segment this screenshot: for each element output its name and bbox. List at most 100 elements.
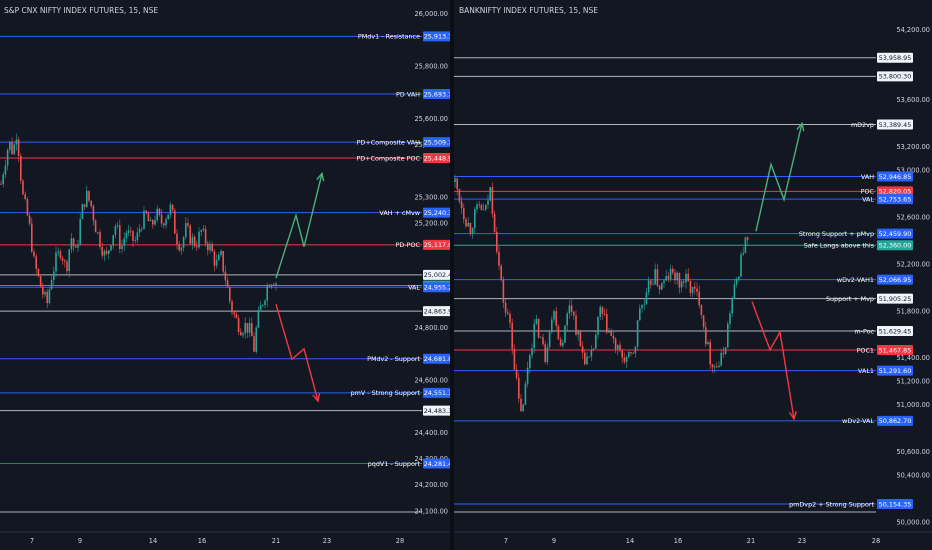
- candle-body: [77, 244, 79, 248]
- candle-body: [610, 331, 612, 336]
- candle-body: [9, 141, 11, 151]
- bullish-projection-arrow[interactable]: [755, 123, 803, 232]
- level-price-tag[interactable]: [423, 31, 457, 42]
- level-price-tag[interactable]: [877, 344, 913, 355]
- level-label: PD VAH: [396, 90, 420, 98]
- candle-body: [207, 243, 209, 251]
- level-price-tag[interactable]: [877, 171, 913, 182]
- bullish-projection-arrow[interactable]: [275, 173, 323, 279]
- candle-body: [169, 204, 172, 215]
- level-price-tag[interactable]: [877, 52, 913, 63]
- candle-body: [28, 215, 31, 224]
- nifty-level-labels: 25,913.70 PMdv1 - Resistance 25,693.70 PD V…: [351, 31, 457, 469]
- time-tick-label: 21: [272, 537, 280, 545]
- candle-body: [603, 313, 606, 315]
- candle-body: [667, 275, 670, 279]
- candle-body: [634, 346, 637, 353]
- banknifty-plot-area[interactable]: [454, 0, 876, 550]
- candle-body: [454, 178, 456, 182]
- time-tick-label: 7: [504, 537, 508, 545]
- banknifty-chart[interactable]: 54,200.00 53,600.00 53,200.00 53,000.00 52,6…: [454, 0, 932, 550]
- banknifty-levels: [454, 57, 876, 513]
- time-tick-label: 21: [747, 537, 755, 545]
- level-price-tag[interactable]: [423, 269, 457, 280]
- candle-body: [79, 219, 81, 245]
- level-price-tag[interactable]: [423, 405, 457, 416]
- candle-body: [500, 265, 502, 280]
- level-label: PD+Composite VAH: [357, 138, 421, 146]
- candle-body: [498, 251, 500, 266]
- time-tick-label: 16: [198, 537, 206, 545]
- candle-body: [4, 165, 7, 175]
- candle-body: [90, 200, 92, 206]
- candle-body: [702, 315, 705, 328]
- candle-body: [663, 280, 665, 284]
- level-price-tag[interactable]: [877, 325, 913, 336]
- level-price-tag[interactable]: [423, 353, 457, 364]
- price-tick-label: 26,000.00: [414, 10, 448, 18]
- level-price-tag[interactable]: [877, 119, 913, 130]
- candle-body: [469, 223, 472, 234]
- panel-divider[interactable]: [450, 0, 454, 550]
- candle-body: [537, 318, 540, 338]
- candle-body: [590, 349, 593, 357]
- level-price-tag[interactable]: [877, 274, 913, 285]
- candle-body: [70, 238, 73, 250]
- level-price-tag[interactable]: [423, 458, 457, 469]
- level-price-tag[interactable]: [423, 239, 457, 250]
- level-price-tag[interactable]: [423, 387, 457, 398]
- candle-body: [46, 291, 48, 304]
- price-tick-label: 53,000.00: [896, 167, 930, 175]
- level-price-tag[interactable]: [877, 293, 913, 304]
- candle-body: [623, 357, 626, 362]
- candle-body: [658, 285, 661, 290]
- bearish-projection-arrow[interactable]: [275, 304, 319, 402]
- level-label: PMdv2 - Support: [367, 355, 420, 363]
- candle-body: [502, 279, 505, 303]
- level-price-tag[interactable]: [423, 306, 457, 317]
- candle-body: [669, 268, 672, 279]
- level-price-tag[interactable]: [877, 194, 913, 205]
- level-price-tag[interactable]: [423, 153, 457, 164]
- candle-body: [248, 323, 251, 333]
- candle-body: [654, 269, 656, 285]
- level-price-tag[interactable]: [423, 207, 457, 218]
- candle-body: [108, 250, 110, 254]
- nifty-chart[interactable]: 26,000.0025,800.0025,600.0025,500.0025,3…: [0, 0, 457, 550]
- candle-body: [15, 139, 18, 145]
- level-price-tag[interactable]: [877, 71, 913, 82]
- candle-body: [156, 208, 158, 221]
- candle-body: [233, 312, 235, 315]
- level-price-text: 50,154.35: [879, 500, 912, 508]
- candle-body: [738, 276, 740, 280]
- level-price-tag[interactable]: [877, 228, 913, 239]
- bearish-projection-arrow[interactable]: [751, 301, 795, 420]
- level-price-tag[interactable]: [423, 282, 457, 293]
- candle-body: [709, 342, 711, 365]
- level-price-tag[interactable]: [877, 186, 913, 197]
- candle-body: [37, 268, 40, 277]
- candle-body: [489, 187, 491, 201]
- level-price-tag[interactable]: [877, 499, 913, 510]
- candle-body: [180, 247, 183, 251]
- candle-body: [694, 286, 696, 289]
- candle-body: [185, 223, 187, 238]
- candle-body: [564, 325, 566, 343]
- candle-body: [64, 260, 66, 262]
- level-price-tag[interactable]: [877, 415, 913, 426]
- candle-body: [555, 311, 557, 326]
- level-price-tag[interactable]: [877, 365, 913, 376]
- nifty-candles: [0, 133, 277, 354]
- nifty-arrows: [275, 171, 325, 403]
- level-price-tag[interactable]: [423, 88, 457, 99]
- level-price-text: 24,483.35: [424, 407, 457, 415]
- level-price-tag[interactable]: [877, 240, 913, 251]
- candle-body: [471, 227, 474, 234]
- candle-body: [145, 210, 147, 214]
- level-price-text: 51,905.25: [879, 295, 912, 303]
- level-price-tag[interactable]: [423, 137, 457, 148]
- level-price-text: 25,117.00: [424, 241, 457, 249]
- candle-body: [270, 284, 273, 287]
- price-tick-label: 51,800.00: [896, 307, 930, 315]
- candle-body: [716, 366, 718, 368]
